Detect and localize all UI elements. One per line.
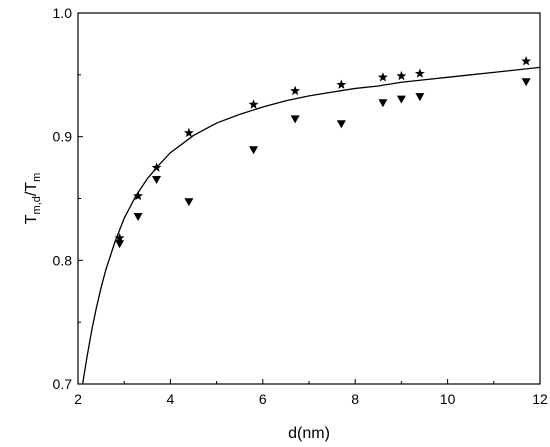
y-axis-title-main: T [23,214,40,224]
y-tick-label: 0.7 [53,376,73,392]
triangle-point [152,175,162,184]
fit-curve [81,66,541,385]
star-point [133,190,144,201]
x-tick-label: 12 [532,391,548,407]
star-point [114,232,125,243]
x-tick-label: 10 [440,391,456,407]
y-tick-label: 0.8 [53,252,73,268]
star-point [290,85,301,96]
x-tick-label: 6 [259,391,267,407]
y-tick-label: 0.9 [53,129,73,145]
triangle-point [521,78,531,87]
star-point [521,56,532,66]
triangle-point [378,99,388,108]
x-tick-label: 2 [74,391,82,407]
triangle-point [396,95,406,104]
star-point [336,79,347,89]
star-point [248,99,259,109]
x-tick-label: 4 [167,391,175,407]
triangle-point [133,213,143,222]
triangle-point [115,240,125,249]
y-axis-title: Tm,d/Tm [23,173,43,225]
y-axis-title-sub1: m,d [31,196,43,214]
star-point [414,68,425,78]
x-axis-title: d(nm) [288,425,330,442]
triangle-point [249,146,259,155]
triangle-point [336,120,346,129]
star-point [183,127,194,138]
axis-ticks: 2 4 6 8 10 12 0.7 0.8 0.9 1.0 [53,5,548,407]
y-tick-label: 1.0 [53,5,73,21]
triangle-point [184,198,194,207]
star-point [396,70,407,81]
x-tick-label: 8 [351,391,359,407]
star-point [377,72,388,82]
y-axis-title-sep: /T [23,182,40,196]
y-axis-title-sub2: m [31,173,43,182]
triangle-point [290,115,300,124]
triangle-point [415,93,425,102]
plot-frame [77,12,541,385]
data-marks [81,56,541,385]
